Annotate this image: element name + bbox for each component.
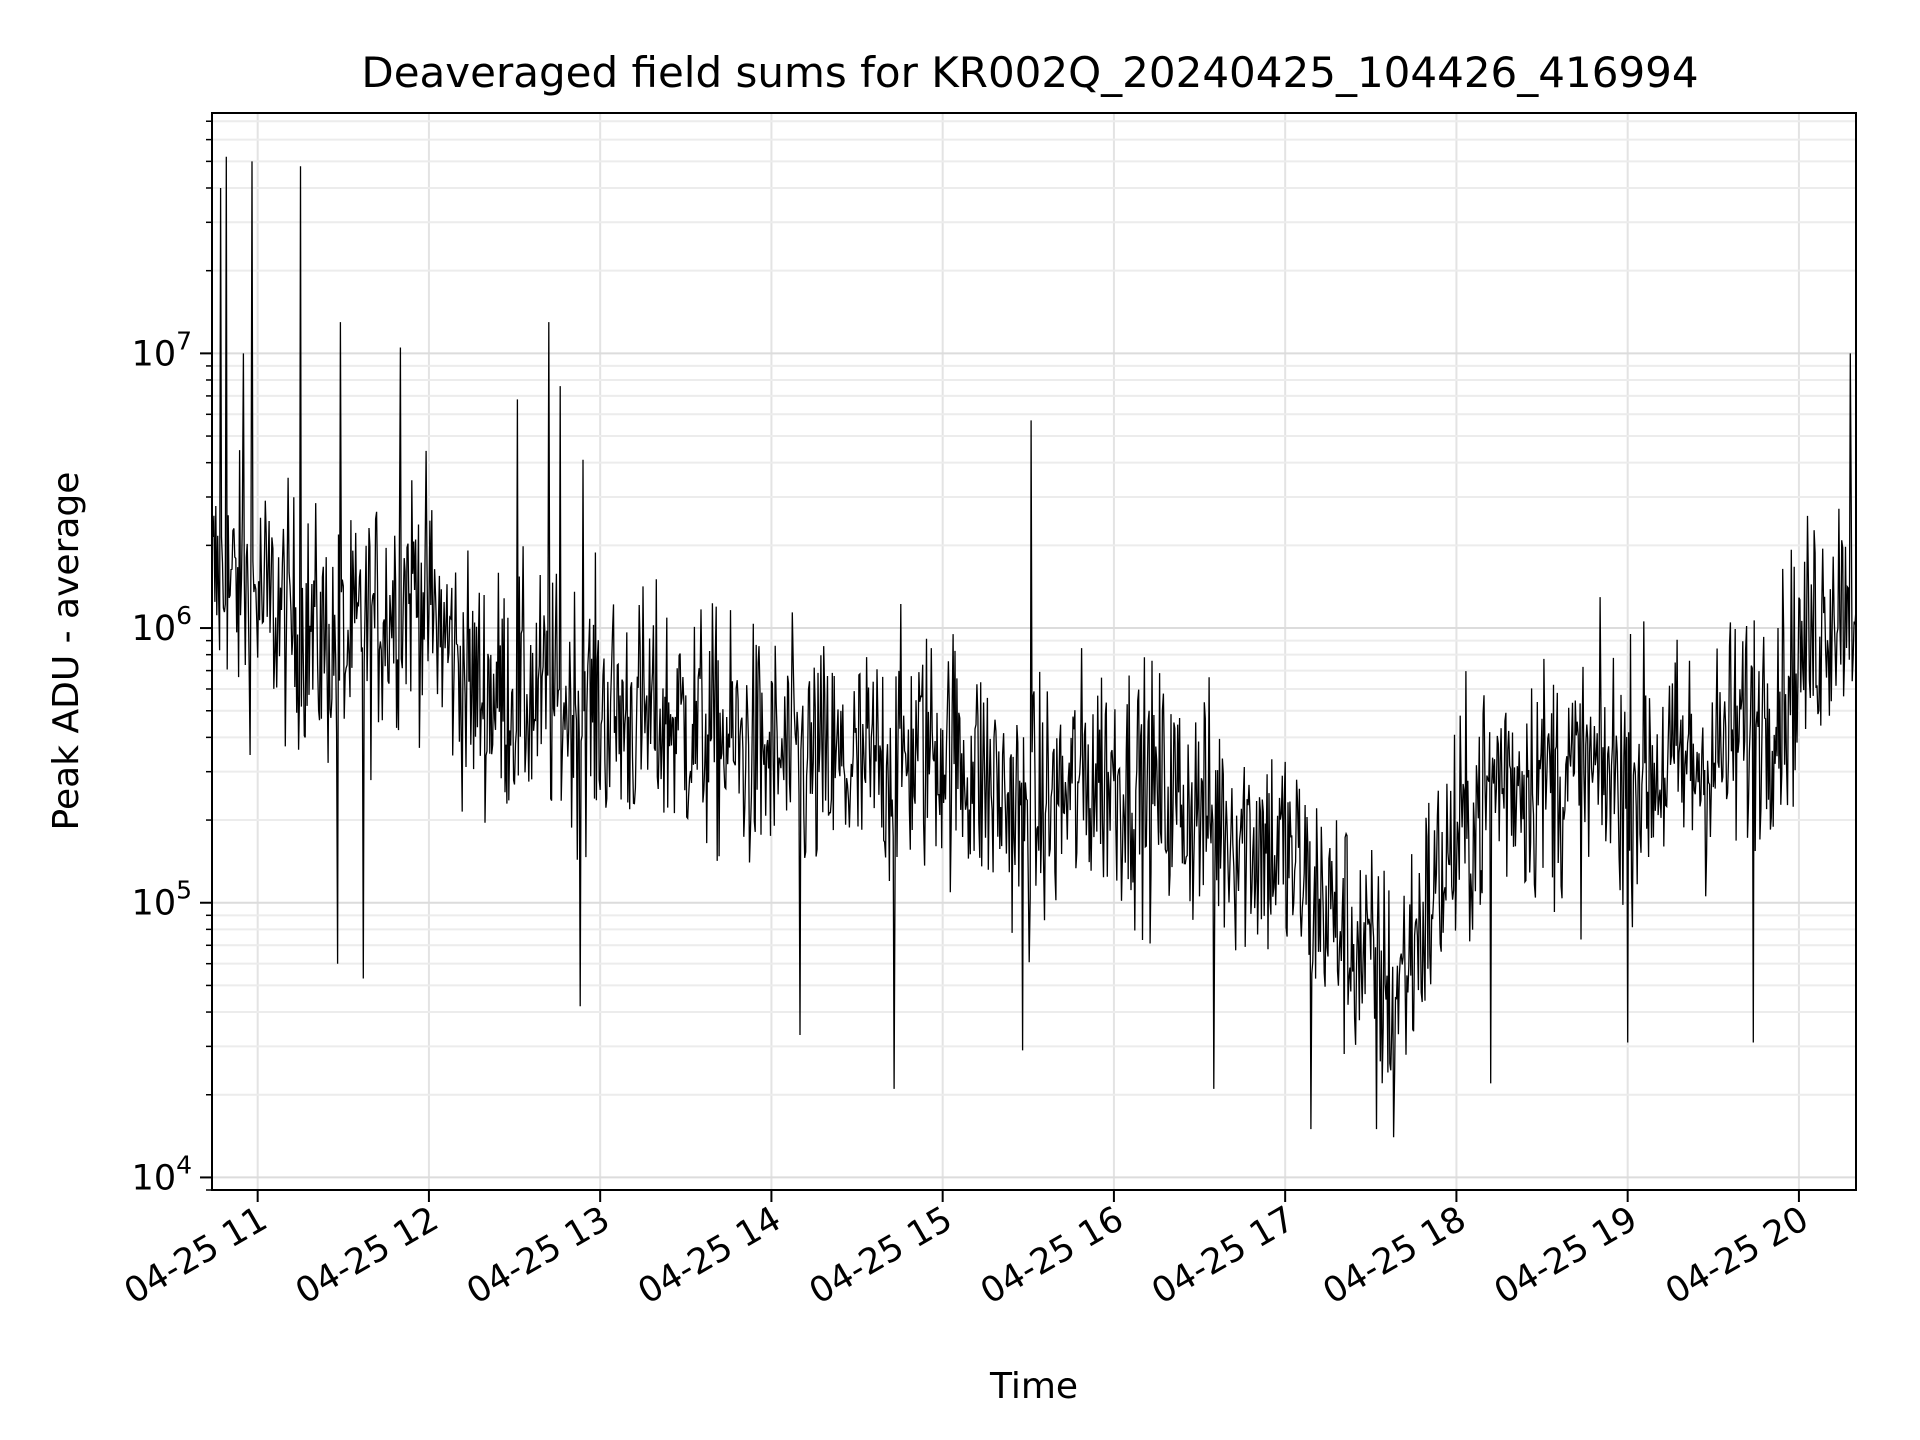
series-group (211, 156, 1857, 1138)
y-tick-exponent: 4 (176, 1150, 192, 1179)
chart-title: Deaveraged field sums for KR002Q_2024042… (361, 48, 1698, 97)
y-tick-label: 104 (132, 1150, 192, 1198)
y-tick-base: 10 (132, 334, 177, 374)
y-tick-exponent: 5 (176, 876, 192, 905)
y-tick-base: 10 (132, 609, 177, 649)
y-tick-label: 105 (132, 876, 192, 924)
y-tick-base: 10 (132, 884, 177, 924)
y-tick-base: 10 (132, 1158, 177, 1198)
y-tick-exponent: 7 (176, 326, 192, 355)
y-axis-label: Peak ADU - average (46, 472, 87, 831)
plot-frame (211, 112, 1857, 1191)
y-tick-label: 106 (132, 601, 192, 649)
x-axis-label: Time (989, 1366, 1078, 1407)
y-tick-label: 107 (132, 326, 192, 374)
series-line (211, 156, 1857, 1138)
y-tick-exponent: 6 (176, 601, 192, 630)
